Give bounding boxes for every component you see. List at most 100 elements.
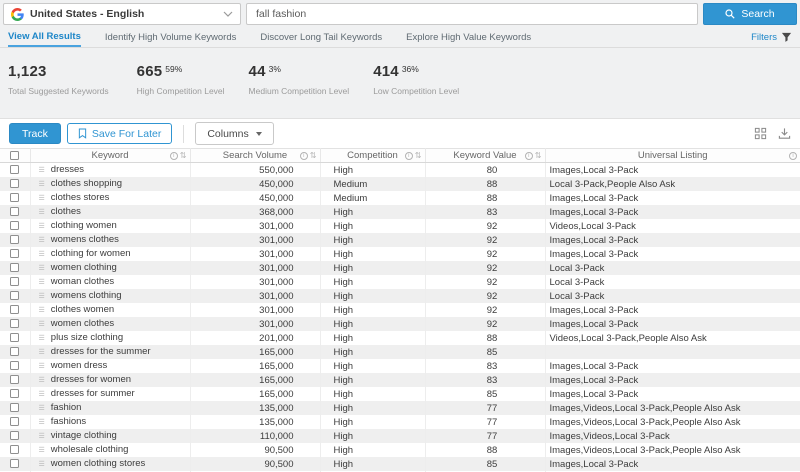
select-all-checkbox[interactable] bbox=[10, 150, 20, 160]
row-checkbox[interactable] bbox=[10, 431, 20, 441]
track-button[interactable]: Track bbox=[9, 123, 61, 144]
row-checkbox[interactable] bbox=[10, 403, 20, 413]
drag-handle-icon[interactable] bbox=[39, 321, 45, 328]
download-icon[interactable] bbox=[778, 127, 791, 140]
row-checkbox[interactable] bbox=[10, 249, 20, 259]
results-card: Track Save For Later Columns bbox=[0, 118, 800, 472]
table-row: womens clothes 301,000 High 92 Images,Lo… bbox=[0, 233, 800, 247]
row-checkbox[interactable] bbox=[10, 263, 20, 273]
row-checkbox[interactable] bbox=[10, 361, 20, 371]
drag-handle-icon[interactable] bbox=[39, 405, 45, 412]
drag-handle-icon[interactable] bbox=[39, 279, 45, 286]
save-for-later-button[interactable]: Save For Later bbox=[66, 123, 173, 144]
drag-handle-icon[interactable] bbox=[39, 209, 45, 216]
drag-handle-icon[interactable] bbox=[39, 377, 45, 384]
info-icon[interactable] bbox=[524, 151, 533, 160]
drag-handle-icon[interactable] bbox=[39, 265, 45, 272]
competition-cell: Medium bbox=[320, 191, 426, 205]
column-header-competition[interactable]: Competition bbox=[320, 148, 426, 163]
row-checkbox[interactable] bbox=[10, 291, 20, 301]
row-checkbox[interactable] bbox=[10, 333, 20, 343]
column-header-keyword[interactable]: Keyword bbox=[30, 148, 191, 163]
drag-handle-icon[interactable] bbox=[39, 335, 45, 342]
keyword-cell: women dress bbox=[50, 360, 108, 371]
drag-handle-icon[interactable] bbox=[39, 223, 45, 230]
sort-icon[interactable] bbox=[535, 152, 542, 160]
keyword-value-cell: 92 bbox=[425, 261, 546, 275]
column-header-keyword-value[interactable]: Keyword Value bbox=[425, 148, 546, 163]
search-volume-cell: 301,000 bbox=[190, 233, 321, 247]
search-volume-cell: 165,000 bbox=[190, 387, 321, 401]
column-header-universal-listing[interactable]: Universal Listing bbox=[545, 148, 800, 163]
drag-handle-icon[interactable] bbox=[39, 307, 45, 314]
drag-handle-icon[interactable] bbox=[39, 391, 45, 398]
row-checkbox[interactable] bbox=[10, 221, 20, 231]
columns-dropdown[interactable]: Columns bbox=[195, 122, 274, 145]
universal-listing-cell: Images,Local 3-Pack bbox=[549, 458, 639, 470]
search-volume-cell: 135,000 bbox=[190, 415, 321, 429]
row-checkbox[interactable] bbox=[10, 375, 20, 385]
drag-handle-icon[interactable] bbox=[39, 447, 45, 454]
drag-handle-icon[interactable] bbox=[39, 167, 45, 174]
drag-handle-icon[interactable] bbox=[39, 251, 45, 258]
column-header-search-volume[interactable]: Search Volume bbox=[190, 148, 321, 163]
drag-handle-icon[interactable] bbox=[39, 461, 45, 468]
keyword-cell: womens clothes bbox=[50, 234, 119, 245]
row-checkbox[interactable] bbox=[10, 305, 20, 315]
table-row: women clothing 301,000 High 92 Local 3-P… bbox=[0, 261, 800, 275]
row-checkbox[interactable] bbox=[10, 417, 20, 427]
tab-high-value-keywords[interactable]: Explore High Value Keywords bbox=[406, 32, 532, 43]
row-checkbox[interactable] bbox=[10, 179, 20, 189]
search-volume-cell: 165,000 bbox=[190, 373, 321, 387]
row-checkbox[interactable] bbox=[10, 445, 20, 455]
widgets-grid-icon[interactable] bbox=[754, 127, 767, 140]
info-icon[interactable] bbox=[169, 151, 178, 160]
universal-listing-cell: Local 3-Pack bbox=[549, 276, 605, 288]
info-icon[interactable] bbox=[789, 151, 797, 160]
table-row: clothing for women 301,000 High 92 Image… bbox=[0, 247, 800, 261]
info-icon[interactable] bbox=[299, 151, 308, 160]
stat-high-competition: 665 59% High Competition Level bbox=[136, 63, 225, 96]
table-toolbar: Track Save For Later Columns bbox=[0, 119, 800, 148]
row-checkbox[interactable] bbox=[10, 277, 20, 287]
row-checkbox[interactable] bbox=[10, 389, 20, 399]
search-icon bbox=[725, 9, 735, 19]
drag-handle-icon[interactable] bbox=[39, 433, 45, 440]
drag-handle-icon[interactable] bbox=[39, 293, 45, 300]
row-checkbox[interactable] bbox=[10, 319, 20, 329]
drag-handle-icon[interactable] bbox=[39, 363, 45, 370]
universal-listing-cell: Images,Local 3-Pack bbox=[549, 318, 639, 330]
row-checkbox[interactable] bbox=[10, 193, 20, 203]
universal-listing-cell: Images,Videos,Local 3-Pack,People Also A… bbox=[549, 444, 741, 456]
filters-button[interactable]: Filters bbox=[751, 28, 792, 47]
locale-selector[interactable]: United States - English bbox=[3, 3, 241, 25]
drag-handle-icon[interactable] bbox=[39, 237, 45, 244]
results-tabs: View All Results Identify High Volume Ke… bbox=[0, 28, 800, 48]
row-checkbox[interactable] bbox=[10, 207, 20, 217]
search-input[interactable] bbox=[246, 3, 698, 25]
competition-cell: High bbox=[320, 415, 426, 429]
bookmark-icon bbox=[78, 128, 87, 139]
row-checkbox[interactable] bbox=[10, 235, 20, 245]
search-button[interactable]: Search bbox=[703, 3, 797, 25]
tab-view-all-results[interactable]: View All Results bbox=[8, 28, 81, 47]
keyword-value-cell: 92 bbox=[425, 303, 546, 317]
row-checkbox[interactable] bbox=[10, 165, 20, 175]
keyword-cell: clothing women bbox=[50, 220, 117, 231]
search-volume-cell: 550,000 bbox=[190, 162, 321, 177]
tab-long-tail-keywords[interactable]: Discover Long Tail Keywords bbox=[260, 32, 383, 43]
drag-handle-icon[interactable] bbox=[39, 181, 45, 188]
keyword-value-cell: 88 bbox=[425, 443, 546, 457]
sort-icon[interactable] bbox=[310, 152, 317, 160]
filter-funnel-icon bbox=[781, 32, 792, 43]
drag-handle-icon[interactable] bbox=[39, 349, 45, 356]
sort-icon[interactable] bbox=[415, 152, 422, 160]
drag-handle-icon[interactable] bbox=[39, 195, 45, 202]
info-icon[interactable] bbox=[404, 151, 413, 160]
drag-handle-icon[interactable] bbox=[39, 419, 45, 426]
sort-icon[interactable] bbox=[180, 152, 187, 160]
tab-high-volume-keywords[interactable]: Identify High Volume Keywords bbox=[104, 32, 237, 43]
keyword-value-cell: 92 bbox=[425, 317, 546, 331]
row-checkbox[interactable] bbox=[10, 459, 20, 469]
row-checkbox[interactable] bbox=[10, 347, 20, 357]
